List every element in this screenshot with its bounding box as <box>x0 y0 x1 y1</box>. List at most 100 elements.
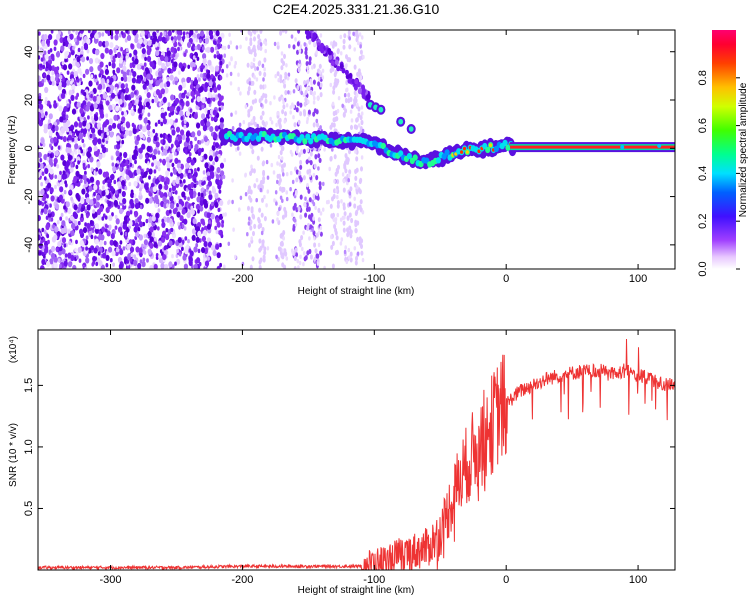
spectrogram-cell <box>218 189 222 194</box>
x-tick-label: 100 <box>629 574 647 586</box>
spectrogram-cell <box>189 140 193 146</box>
spectrogram-cell <box>318 70 322 75</box>
spectrogram-cell <box>167 102 171 107</box>
spectrogram-cell <box>51 81 55 86</box>
spectrogram-cell <box>136 63 141 70</box>
spectrogram-cell <box>62 173 68 180</box>
spectrogram-cell <box>212 185 215 191</box>
spectrogram-cell <box>79 228 84 235</box>
spectrogram-cell <box>155 80 160 87</box>
spectrogram-cell <box>88 58 94 65</box>
spectrogram-cell <box>312 172 316 178</box>
spectrogram-cell <box>186 157 191 164</box>
spectrogram-cell <box>199 86 204 93</box>
signal-trace-blob <box>408 126 414 132</box>
spectrogram-cell <box>278 117 282 123</box>
spectrogram-cell <box>277 154 281 160</box>
x-tick-label: -200 <box>231 273 253 285</box>
spectrogram-cell <box>120 171 125 178</box>
spectrogram-cell <box>155 89 161 96</box>
y-tick-label: 20 <box>23 94 35 106</box>
spectrogram-cell <box>94 115 99 122</box>
spectrogram-cell <box>159 32 163 37</box>
spectrogram-x-axis: -300 -200 -100 0 100 <box>100 30 647 285</box>
spectrogram-cell <box>123 61 126 66</box>
spectrogram-cell <box>291 212 294 217</box>
spectrogram-cell <box>135 99 139 104</box>
spectrogram-cell <box>107 181 112 188</box>
spectrogram-cell <box>150 35 153 41</box>
spectrogram-cell <box>129 198 134 206</box>
spectrogram-cell <box>46 194 49 199</box>
spectrogram-cell <box>134 37 139 44</box>
spectrogram-cell <box>339 34 343 40</box>
spectrogram-cell <box>349 229 353 235</box>
spectrogram-cell <box>306 148 310 153</box>
spectrogram-cell <box>264 98 268 104</box>
spectrogram-cell <box>339 51 343 56</box>
spectrogram-cell <box>259 30 263 34</box>
spectrogram-cell <box>119 152 122 157</box>
spectrogram-cell <box>63 121 68 128</box>
spectrogram-cell <box>124 87 129 94</box>
spectrogram-cell <box>312 111 316 117</box>
spectrogram-cell <box>75 164 79 170</box>
spectrogram-cell <box>281 167 285 173</box>
spectrogram-cell <box>294 37 297 42</box>
spectrogram-cell <box>161 62 166 69</box>
spectrogram-cell <box>239 91 242 96</box>
spectrogram-cell <box>193 113 198 120</box>
spectrogram-cell <box>82 73 86 79</box>
spectrogram-cell <box>284 111 287 117</box>
spectrogram-cell <box>359 49 363 55</box>
spectrogram-cell <box>60 45 65 52</box>
spectrogram-cell <box>143 233 147 239</box>
spectrogram-cell <box>208 190 212 195</box>
spectrogram-cell <box>201 247 206 254</box>
spectrogram-cell <box>149 131 154 138</box>
spectrogram-cell <box>51 253 56 260</box>
spectrogram-cell <box>199 38 202 44</box>
spectrogram-cell <box>67 229 71 234</box>
spectrogram-cell <box>138 234 143 241</box>
spectrogram-cell <box>49 168 54 175</box>
spectrogram-cell <box>190 205 194 210</box>
spectrogram-cell <box>83 179 87 184</box>
spectrogram-cell <box>66 79 71 86</box>
spectrogram-cell <box>143 62 147 67</box>
spectrogram-cell <box>213 40 216 45</box>
spectrogram-cell <box>297 30 301 34</box>
spectrogram-cell <box>65 114 69 119</box>
spectrogram-cell <box>86 213 89 219</box>
spectrogram-cell <box>168 261 173 268</box>
spectrogram-cell <box>225 73 229 78</box>
spectrogram-cell <box>131 154 136 161</box>
spectrogram-cell <box>82 120 87 127</box>
spectrogram-cell <box>253 75 256 80</box>
spectrogram-cell <box>81 56 86 63</box>
spectrogram-cell <box>122 89 126 94</box>
spectrogram-cell <box>120 47 123 52</box>
spectrogram-cell <box>315 191 319 197</box>
spectrogram-cell <box>306 69 310 74</box>
spectrogram-cell <box>334 250 338 256</box>
spectrogram-cell <box>221 219 225 225</box>
spectrogram-cell <box>137 107 143 114</box>
spectrogram-cell <box>104 223 108 228</box>
spectrogram-cell <box>58 194 64 201</box>
spectrogram-cell <box>157 132 161 138</box>
spectrogram-cell <box>220 176 223 181</box>
spectrogram-cell <box>297 119 301 125</box>
spectrogram-cell <box>55 51 61 58</box>
spectrogram-cell <box>82 128 87 135</box>
spectrogram-cell <box>331 101 335 107</box>
spectrogram-cell <box>341 67 346 74</box>
spectrogram-cell <box>303 111 307 117</box>
spectrogram-cell <box>270 120 274 125</box>
spectrogram-cell <box>86 222 91 229</box>
spectrogram-cell <box>148 175 151 180</box>
spectrogram-cell <box>171 264 175 269</box>
spectrogram-cell <box>258 238 262 244</box>
spectrogram-cell <box>185 110 190 117</box>
spectrogram-cell <box>49 203 52 208</box>
